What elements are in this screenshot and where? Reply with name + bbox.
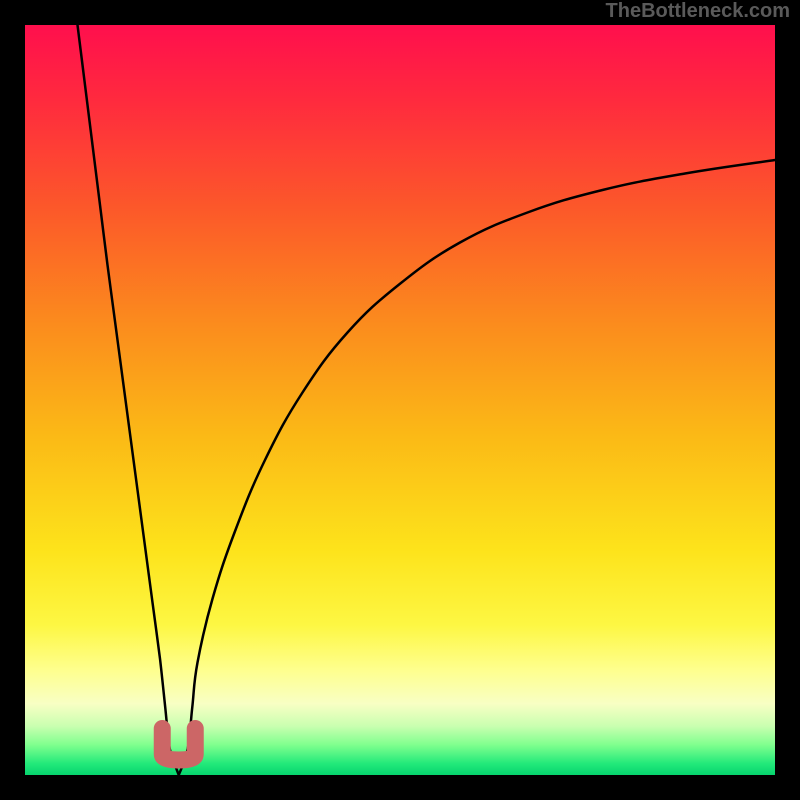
chart-background bbox=[25, 25, 775, 775]
bottleneck-chart bbox=[0, 0, 800, 800]
watermark-text: TheBottleneck.com bbox=[606, 0, 790, 23]
chart-stage: TheBottleneck.com bbox=[0, 0, 800, 800]
